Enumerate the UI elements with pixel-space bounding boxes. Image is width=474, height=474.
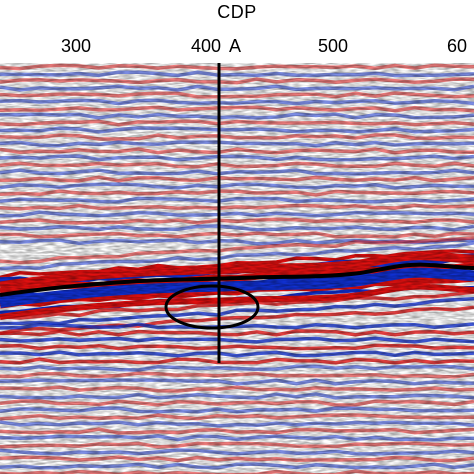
interpreted-horizon xyxy=(0,262,474,297)
anomaly-ellipse xyxy=(164,284,260,330)
axis-title: CDP xyxy=(217,2,257,22)
tick-label-400: 400 xyxy=(191,36,222,56)
tick-label-500: 500 xyxy=(318,36,349,56)
well-marker-label: A xyxy=(229,36,242,56)
seismic-section xyxy=(0,63,474,474)
tick-label-300: 300 xyxy=(61,36,92,56)
tick-label-600: 60 xyxy=(447,36,468,56)
noise-overlay xyxy=(0,63,474,474)
